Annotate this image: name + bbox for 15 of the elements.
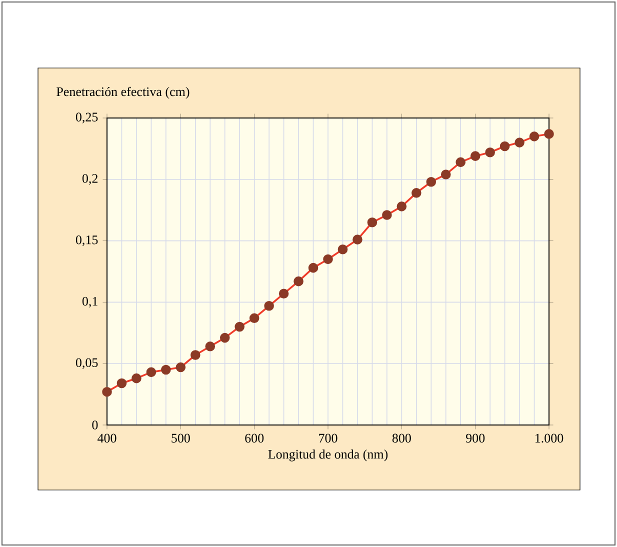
y-tick-label: 0,05 [76,358,98,369]
x-tick-label: 400 [98,434,116,443]
x-tick-label: 900 [466,434,485,443]
y-tick-label: 0 [92,420,98,430]
x-tick-label: 800 [392,434,411,443]
y-tick-label: 0,1 [82,296,98,308]
y-tick-label: 0,15 [76,235,98,246]
x-axis-title: Longitud de onda (nm) [268,450,388,462]
x-tick-label: 1.000 [536,434,564,443]
x-tick-label: 600 [245,434,264,443]
y-tick-label: 0,25 [76,112,98,124]
y-tick-label: 0,2 [82,174,98,185]
x-tick-label: 700 [319,434,338,443]
y-axis-title: Penetración efectiva (cm) [56,86,190,99]
x-tick-label: 500 [172,434,190,443]
